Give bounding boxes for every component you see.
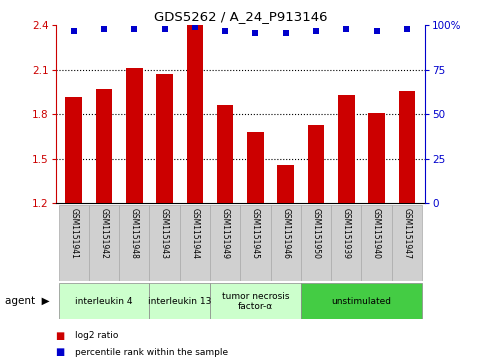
Text: log2 ratio: log2 ratio — [75, 331, 118, 340]
Text: unstimulated: unstimulated — [331, 297, 391, 306]
Point — [70, 28, 78, 34]
Text: tumor necrosis
factor-α: tumor necrosis factor-α — [222, 291, 289, 311]
Text: interleukin 13: interleukin 13 — [148, 297, 212, 306]
Bar — [65, 97, 82, 203]
Text: agent  ▶: agent ▶ — [5, 296, 49, 306]
Bar — [58, 205, 89, 281]
Bar — [186, 25, 203, 203]
Bar — [156, 74, 173, 203]
Bar — [270, 205, 301, 281]
Bar — [149, 283, 210, 319]
Point — [282, 30, 290, 36]
Text: GSM1151944: GSM1151944 — [190, 208, 199, 259]
Point — [100, 26, 108, 32]
Bar — [301, 283, 422, 319]
Bar — [308, 125, 325, 203]
Point — [373, 28, 381, 34]
Text: GSM1151941: GSM1151941 — [69, 208, 78, 259]
Text: GSM1151950: GSM1151950 — [312, 208, 321, 259]
Text: ■: ■ — [56, 347, 65, 357]
Text: GSM1151945: GSM1151945 — [251, 208, 260, 259]
Text: GSM1151948: GSM1151948 — [130, 208, 139, 259]
Bar — [58, 283, 149, 319]
Bar — [241, 205, 270, 281]
Bar — [210, 283, 301, 319]
Bar — [361, 205, 392, 281]
Text: percentile rank within the sample: percentile rank within the sample — [75, 348, 228, 356]
Text: GSM1151947: GSM1151947 — [402, 208, 412, 259]
Bar — [338, 95, 355, 203]
Bar — [392, 205, 422, 281]
Bar — [217, 105, 233, 203]
Point — [252, 30, 259, 36]
Text: GSM1151949: GSM1151949 — [221, 208, 229, 259]
Bar — [126, 68, 142, 203]
Text: ■: ■ — [56, 331, 65, 341]
Bar — [180, 205, 210, 281]
Text: GSM1151942: GSM1151942 — [99, 208, 109, 259]
Text: GSM1151943: GSM1151943 — [160, 208, 169, 259]
Point — [191, 24, 199, 30]
Bar — [277, 165, 294, 203]
Bar — [331, 205, 361, 281]
Text: GSM1151946: GSM1151946 — [281, 208, 290, 259]
Bar — [398, 91, 415, 203]
Bar — [149, 205, 180, 281]
Bar — [119, 205, 149, 281]
Bar — [301, 205, 331, 281]
Point — [161, 26, 169, 32]
Text: interleukin 4: interleukin 4 — [75, 297, 133, 306]
Bar — [247, 132, 264, 203]
Text: GSM1151940: GSM1151940 — [372, 208, 381, 259]
Point — [403, 26, 411, 32]
Bar — [96, 89, 113, 203]
Point — [312, 28, 320, 34]
Title: GDS5262 / A_24_P913146: GDS5262 / A_24_P913146 — [154, 10, 327, 23]
Bar — [89, 205, 119, 281]
Bar — [368, 113, 385, 203]
Point — [221, 28, 229, 34]
Point — [342, 26, 350, 32]
Point — [130, 26, 138, 32]
Bar — [210, 205, 241, 281]
Text: GSM1151939: GSM1151939 — [342, 208, 351, 259]
